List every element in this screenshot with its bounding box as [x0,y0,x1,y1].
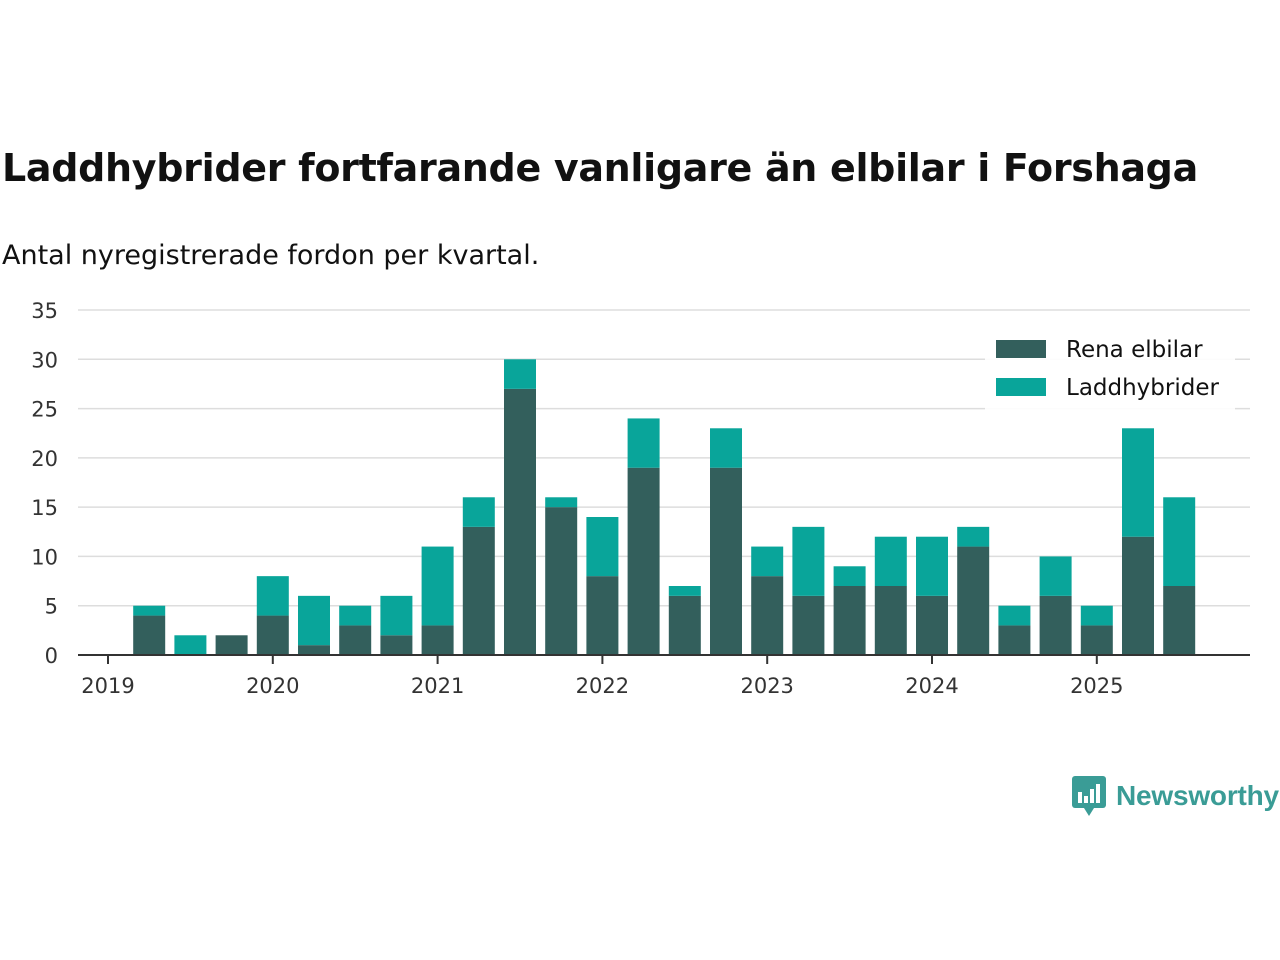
bar-rena-elbilar [957,546,990,655]
bar-rena-elbilar [998,625,1031,655]
bar-rena-elbilar [1039,595,1072,655]
newsworthy-logo: Newsworthy [1072,776,1279,816]
bar-laddhybrider [256,576,289,616]
bar-laddhybrider [916,536,948,596]
y-tick-label: 25 [31,398,58,422]
bar-laddhybrider [668,586,701,596]
bar-rena-elbilar [133,615,166,655]
bar-rena-elbilar [627,467,660,655]
bar-rena-elbilar [586,576,619,655]
bar-rena-elbilar [1122,536,1154,655]
bar-laddhybrider [998,605,1031,626]
y-tick-label: 10 [31,545,58,569]
y-tick-label: 0 [45,644,58,668]
bar-laddhybrider [792,526,825,596]
x-tick-label: 2025 [1070,674,1123,698]
legend-swatch-rena-elbilar [996,340,1046,358]
chart-title: Laddhybrider fortfarande vanligare än el… [2,146,1198,190]
y-tick-label: 20 [31,447,58,471]
legend-label-rena-elbilar: Rena elbilar [1066,337,1203,363]
bar-laddhybrider [504,359,536,389]
bar-laddhybrider [174,635,207,655]
bar-laddhybrider [1039,556,1072,596]
x-tick-label: 2019 [81,674,134,698]
bar-laddhybrider [133,605,166,616]
bar-laddhybrider [627,418,660,468]
newsworthy-logo-icon [1072,776,1106,816]
bar-laddhybrider [339,605,372,626]
bar-laddhybrider [957,526,990,547]
bar-laddhybrider [1080,605,1113,626]
bar-laddhybrider [1163,497,1196,586]
bar-rena-elbilar [380,635,413,655]
bar-laddhybrider [298,595,330,646]
bar-laddhybrider [751,546,784,577]
x-tick-label: 2020 [246,674,299,698]
bar-rena-elbilar [792,595,825,655]
legend-swatch-laddhybrider [996,378,1046,396]
newsworthy-logo-text: Newsworthy [1116,780,1279,811]
bar-laddhybrider [380,595,413,636]
bar-rena-elbilar [1080,625,1113,655]
x-tick-label: 2022 [576,674,629,698]
bar-rena-elbilar [298,645,330,655]
bar-laddhybrider [710,428,742,468]
y-tick-label: 15 [31,496,58,520]
bar-rena-elbilar [215,635,248,655]
bar-rena-elbilar [751,576,784,655]
legend-label-laddhybrider: Laddhybrider [1066,375,1219,401]
bar-rena-elbilar [545,507,578,655]
x-tick-label: 2024 [905,674,958,698]
x-tick-label: 2023 [740,674,793,698]
bar-rena-elbilar [504,388,536,655]
bar-laddhybrider [462,497,495,527]
bar-rena-elbilar [256,615,289,655]
bar-laddhybrider [1122,428,1154,537]
y-tick-label: 5 [45,595,58,619]
bar-rena-elbilar [916,595,948,655]
bar-laddhybrider [874,536,907,586]
y-tick-label: 30 [31,348,58,372]
bar-rena-elbilar [710,467,742,655]
bar-laddhybrider [545,497,578,508]
y-tick-label: 35 [31,299,58,323]
x-tick-label: 2021 [411,674,464,698]
bar-laddhybrider [586,517,619,577]
bar-rena-elbilar [833,586,866,655]
bar-rena-elbilar [339,625,372,655]
bar-rena-elbilar [462,526,495,655]
bar-rena-elbilar [1163,586,1196,655]
bar-rena-elbilar [668,595,701,655]
bar-rena-elbilar [421,625,454,655]
bar-laddhybrider [421,546,454,626]
bar-laddhybrider [833,566,866,586]
bar-rena-elbilar [874,586,907,655]
chart-subtitle: Antal nyregistrerade fordon per kvartal. [2,240,540,271]
